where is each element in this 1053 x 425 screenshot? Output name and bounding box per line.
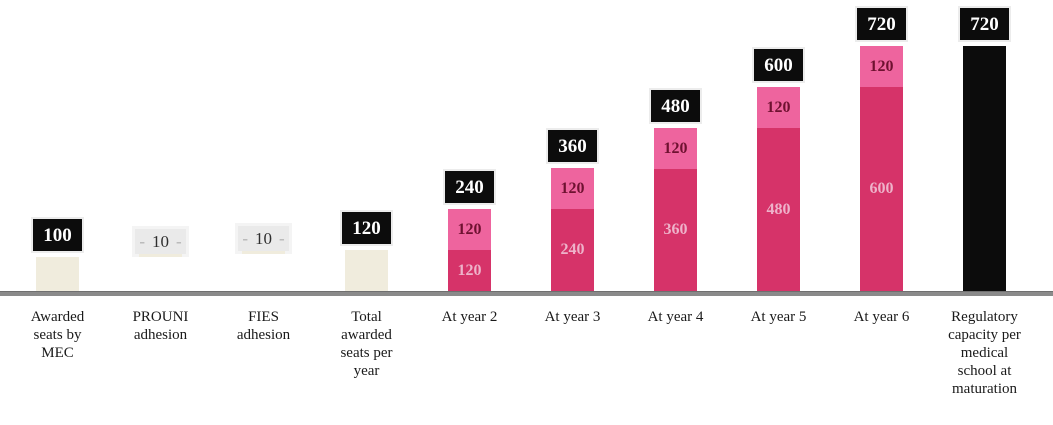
segment-value-label: 480 (766, 200, 791, 218)
value-label-at-year-4: 480 (651, 90, 700, 122)
value-label-awarded-seats-by-mec: 100 (33, 219, 82, 251)
value-label-regulatory-capacity: 720 (960, 8, 1009, 40)
column-at-year-2: 240 120 120 (418, 171, 521, 291)
value-label-at-year-3: 360 (548, 130, 597, 162)
axis-label-line: PROUNI (132, 309, 189, 325)
bar-segment-black (963, 46, 1006, 291)
bar-stack (36, 257, 79, 291)
axis-label-total-awarded-seats-per-year: Total awarded seats per year (315, 296, 418, 398)
segment-value-label: 120 (457, 261, 482, 279)
segment-value-label: 360 (663, 221, 688, 238)
segment-value-label: 240 (560, 241, 585, 258)
bar-segment-lightpink: 120 (757, 87, 800, 128)
axis-label-line: capacity per (948, 327, 1021, 343)
column-total-awarded-seats-per-year: 120 (315, 212, 418, 291)
dash-mark: - (242, 229, 248, 248)
axis-label-line: adhesion (236, 327, 291, 343)
value-label-at-year-2: 240 (445, 171, 494, 203)
segment-value-label: 120 (869, 57, 894, 75)
bar-segment-darkpink: 120 (448, 250, 491, 291)
axis-label-line: At year 3 (544, 309, 601, 325)
segment-value-label: 120 (663, 139, 688, 157)
bar-segment-lightpink: 120 (654, 128, 697, 169)
bar-stack (139, 254, 182, 257)
bar-segment-lightpink: 120 (551, 168, 594, 209)
bar-segment-beige (36, 257, 79, 291)
axis-label-line: Awarded (30, 309, 85, 325)
segment-value-label: 120 (766, 98, 791, 116)
axis-label-line: seats by (33, 327, 82, 343)
bar-stack: 120 240 (551, 168, 594, 291)
bar-stack (242, 251, 285, 254)
bar-stack: 120 600 (860, 46, 903, 291)
value-label-prouni-adhesion: -10- (135, 229, 186, 254)
bar-stack (345, 250, 388, 291)
axis-label-line: At year 2 (441, 309, 498, 325)
axis-label-line: MEC (41, 345, 74, 361)
dash-mark: - (279, 229, 285, 248)
axis-label-at-year-3: At year 3 (521, 296, 624, 398)
axis-label-line: medical (960, 345, 1009, 361)
axis-label-fies-adhesion: FIES adhesion (212, 296, 315, 398)
axis-label-line: maturation (952, 381, 1017, 397)
column-at-year-4: 480 120 360 (624, 90, 727, 291)
value-label-at-year-5: 600 (754, 49, 803, 81)
bar-stack: 120 480 (757, 87, 800, 291)
axis-label-prouni-adhesion: PROUNI adhesion (109, 296, 212, 398)
bar-segment-lightpink: 120 (860, 46, 903, 87)
axis-label-regulatory-capacity: Regulatory capacity per medical school at ma… (933, 296, 1036, 398)
value-text: 10 (255, 229, 272, 248)
axis-label-line: At year 4 (647, 309, 704, 325)
axis-label-line: year (353, 363, 380, 379)
segment-value-label: 120 (560, 179, 585, 197)
axis-label-line: At year 5 (750, 309, 807, 325)
axis-label-at-year-5: At year 5 (727, 296, 830, 398)
axis-label-line: FIES (248, 309, 279, 325)
column-prouni-adhesion: -10- (109, 229, 212, 291)
column-at-year-5: 600 120 480 (727, 49, 830, 291)
bar-segment-darkpink: 480 (757, 128, 800, 291)
column-at-year-3: 360 120 240 (521, 130, 624, 291)
value-label-total-awarded-seats-per-year: 120 (342, 212, 391, 244)
dash-mark: - (176, 232, 182, 251)
bar-segment-beige (345, 250, 388, 291)
column-fies-adhesion: -10- (212, 226, 315, 291)
axis-label-line: seats per (340, 345, 393, 361)
column-regulatory-capacity: 720 (933, 8, 1036, 291)
axis-label-awarded-seats-by-mec: Awarded seats by MEC (6, 296, 109, 398)
x-axis-labels: Awarded seats by MEC PROUNI adhesion FIES adhe… (0, 296, 1053, 398)
dash-mark: - (139, 232, 145, 251)
axis-label-line: Regulatory (951, 309, 1018, 325)
value-label-at-year-6: 720 (857, 8, 906, 40)
bar-stack: 120 120 (448, 209, 491, 291)
axis-label-line: Total (351, 309, 382, 325)
axis-label-line: school at (957, 363, 1012, 379)
bar-segment-darkpink: 360 (654, 169, 697, 291)
axis-label-line: At year 6 (853, 309, 910, 325)
column-awarded-seats-by-mec: 100 (6, 219, 109, 291)
axis-label-line: adhesion (133, 327, 188, 343)
bar-segment-darkpink: 240 (551, 209, 594, 291)
bar-segment-beige (242, 251, 285, 254)
axis-label-at-year-6: At year 6 (830, 296, 933, 398)
x-axis-line (0, 291, 1053, 296)
axis-label-line: awarded (341, 327, 392, 343)
segment-value-label: 600 (869, 180, 894, 197)
bar-segment-beige (139, 254, 182, 257)
bar-stack: 120 360 (654, 128, 697, 291)
axis-label-at-year-2: At year 2 (418, 296, 521, 398)
value-text: 10 (152, 232, 169, 251)
value-label-fies-adhesion: -10- (238, 226, 289, 251)
bar-stack (963, 46, 1006, 291)
column-at-year-6: 720 120 600 (830, 8, 933, 291)
bar-segment-lightpink: 120 (448, 209, 491, 250)
plot-area: 100-10- -10-120 240 120 120 360 120 240 480 120 36… (6, 8, 1036, 291)
segment-value-label: 120 (457, 220, 482, 238)
bar-segment-darkpink: 600 (860, 87, 903, 291)
axis-label-at-year-4: At year 4 (624, 296, 727, 398)
